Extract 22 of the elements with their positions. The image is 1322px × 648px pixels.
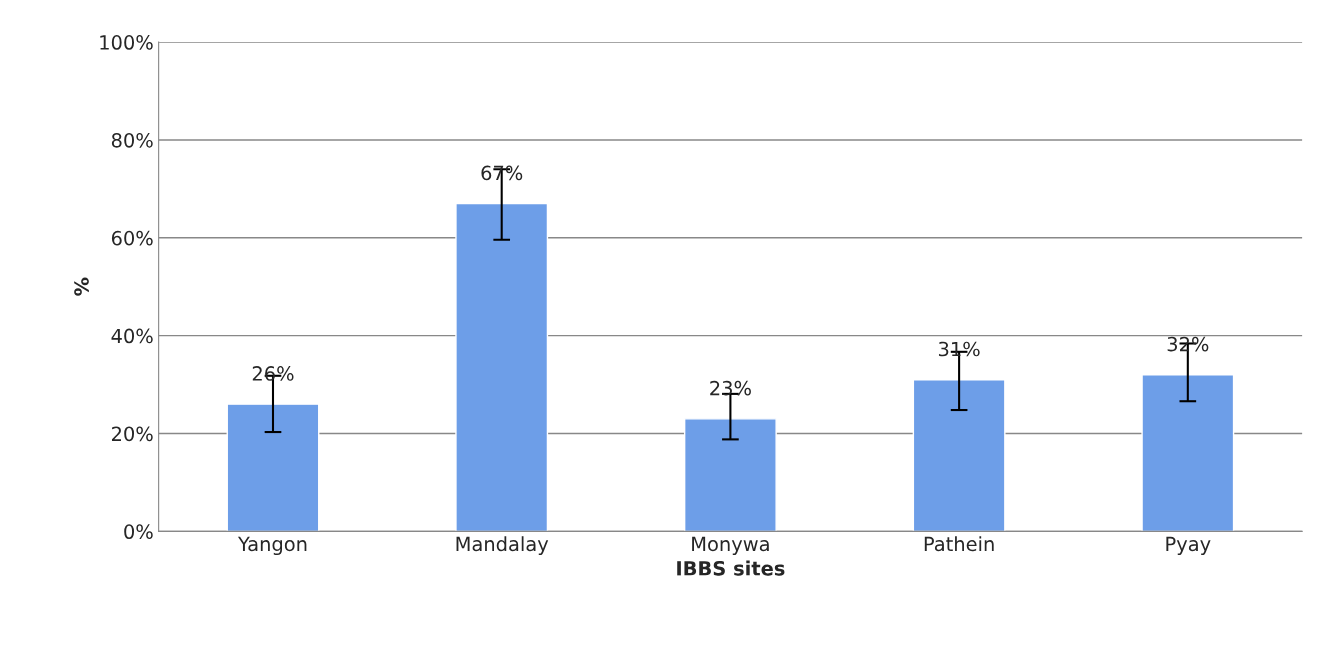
bar bbox=[226, 403, 320, 532]
y-tick-label: 0% bbox=[124, 524, 153, 540]
x-tick-label: Pyay bbox=[1166, 536, 1211, 556]
y-axis-title: % bbox=[74, 277, 89, 296]
x-tick-label: Yangon bbox=[237, 536, 307, 556]
y-tick-label: 80% bbox=[111, 132, 153, 148]
data-label: 26% bbox=[252, 366, 294, 381]
x-tick-label: Mandalay bbox=[456, 536, 549, 556]
y-tick-label: 100% bbox=[100, 35, 153, 50]
x-tick-label: Pathein bbox=[924, 536, 994, 552]
data-label: 23% bbox=[710, 380, 751, 396]
x-axis-title: IBBS sites bbox=[677, 560, 785, 576]
y-tick-label: 20% bbox=[111, 426, 153, 442]
bar bbox=[912, 379, 1006, 532]
bar bbox=[683, 418, 777, 532]
x-tick-label: Monywa bbox=[692, 536, 769, 556]
y-tick-label: 40% bbox=[111, 328, 153, 344]
y-tick-label: 60% bbox=[111, 230, 153, 246]
bar bbox=[455, 202, 549, 532]
data-label: 32% bbox=[1167, 336, 1209, 352]
data-label: 31% bbox=[938, 341, 980, 357]
bar bbox=[1141, 374, 1235, 532]
